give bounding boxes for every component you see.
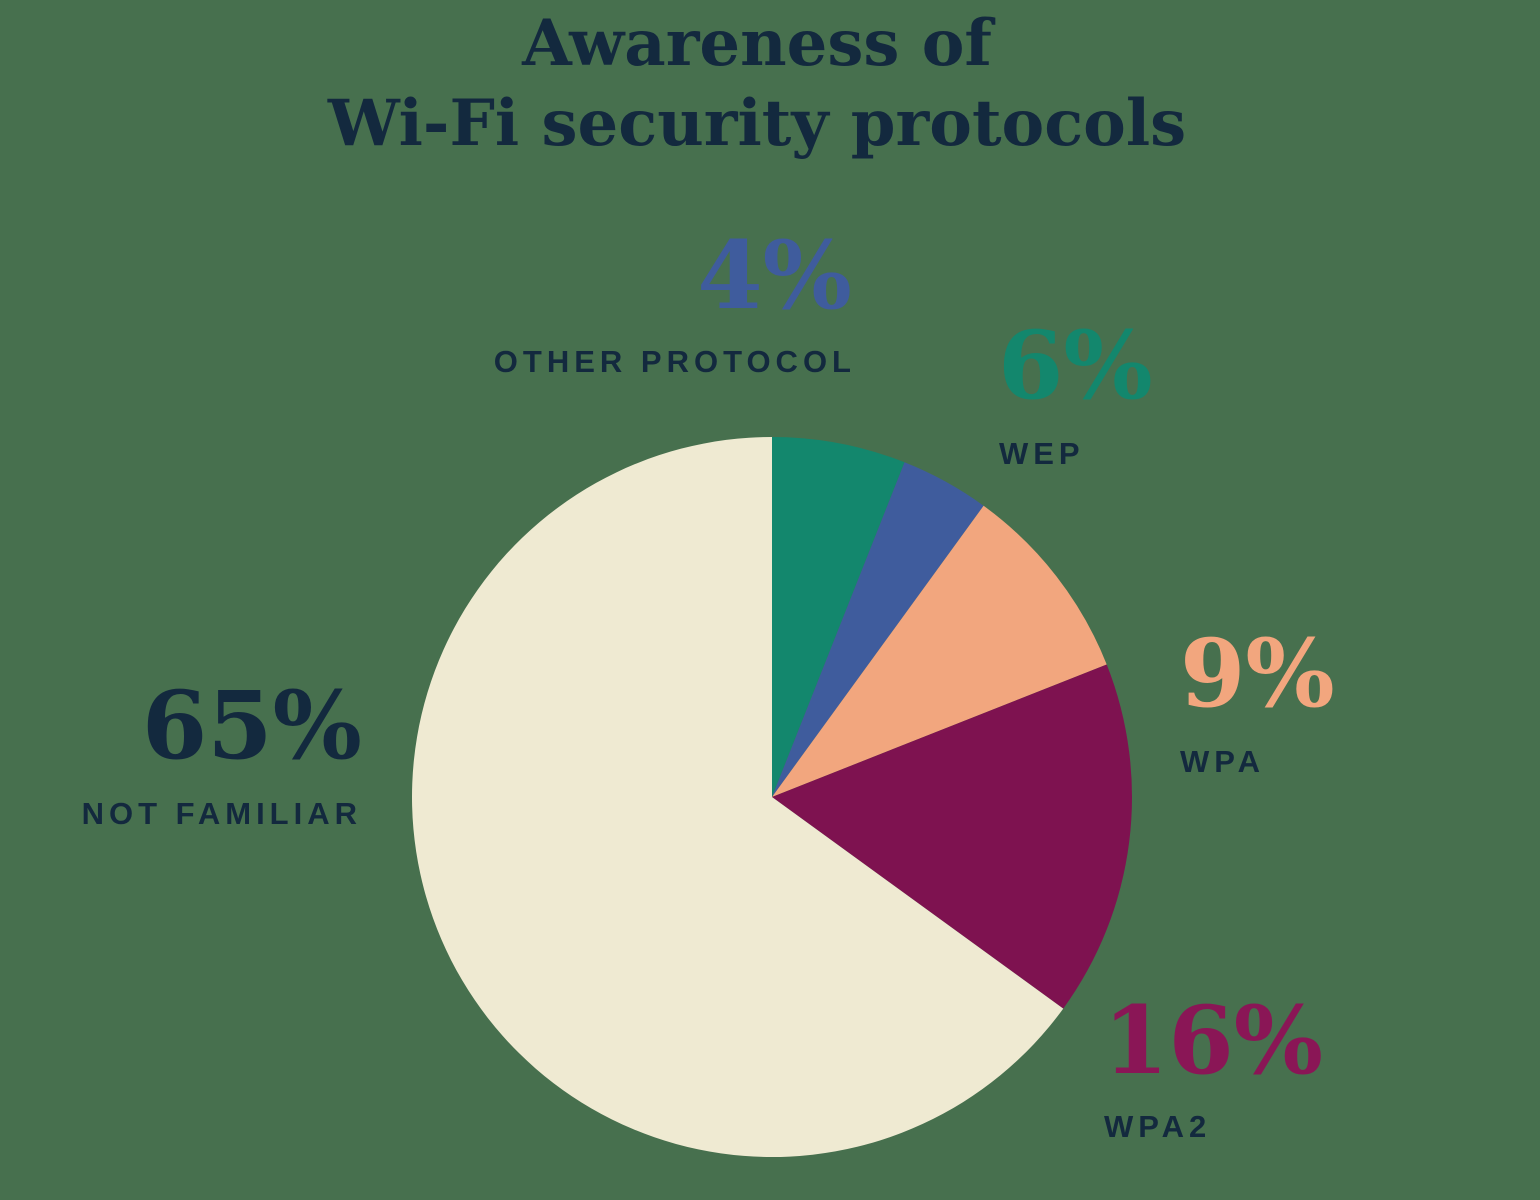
callout-other-protocol-percent: 4% — [697, 221, 852, 331]
pie-slice-wpa — [772, 505, 1107, 797]
callout-not-familiar-percent: 65% — [141, 671, 362, 781]
callout-wpa2-percent: 16% — [1103, 986, 1324, 1096]
pie-slice-wpa2 — [772, 664, 1132, 1009]
chart-title-line1: Awareness of — [522, 6, 992, 81]
callout-wep-percent: 6% — [998, 311, 1153, 421]
pie-slice-not-familiar — [412, 437, 1064, 1157]
chart-title-line2: Wi-Fi security protocols — [327, 86, 1187, 161]
pie-slice-other-protocol — [772, 462, 984, 797]
pie-slice-wep — [772, 437, 905, 797]
callout-wep-label: WEP — [999, 436, 1085, 471]
callout-wpa-percent: 9% — [1180, 619, 1335, 729]
chart-title: Awareness of Wi-Fi security protocols — [0, 4, 1514, 164]
callout-wpa-label: WPA — [1180, 744, 1266, 779]
callout-other-protocol-label: OTHER PROTOCOL — [493, 344, 856, 379]
callout-not-familiar-label: NOT FAMILIAR — [81, 796, 362, 831]
callout-wpa2-label: WPA2 — [1104, 1109, 1212, 1144]
